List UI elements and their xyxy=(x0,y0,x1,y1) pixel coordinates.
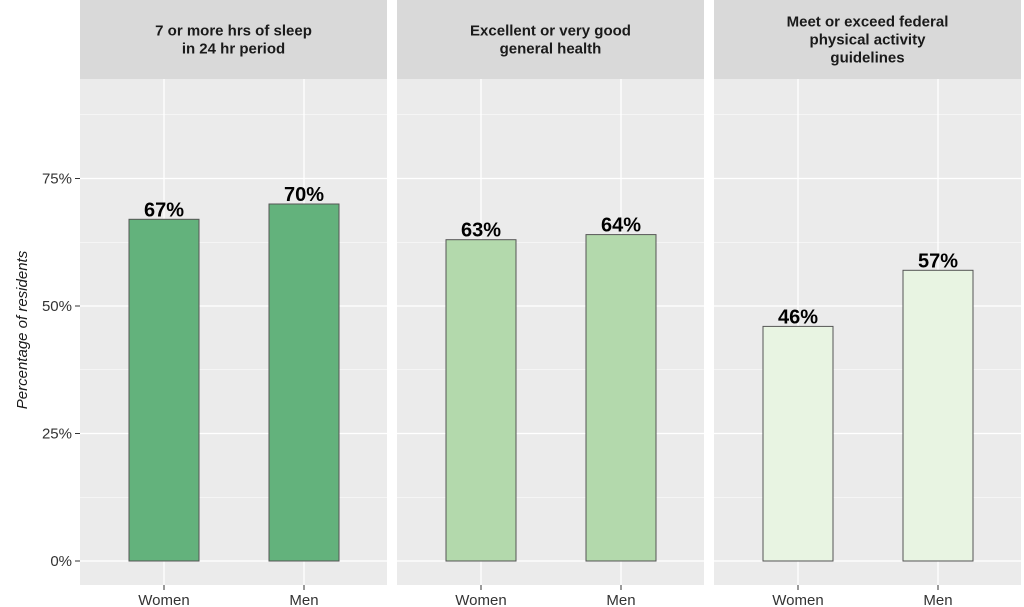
y-tick-label: 75% xyxy=(42,171,72,188)
facet-title-line: Meet or exceed federal xyxy=(787,14,949,31)
facet-title-line: physical activity xyxy=(810,32,927,49)
y-tick-label: 0% xyxy=(50,553,72,570)
bar-value-label: 46% xyxy=(778,306,818,328)
facet-title-line: guidelines xyxy=(830,50,904,67)
plot-background xyxy=(397,79,704,585)
facet-strip xyxy=(714,0,1021,79)
x-tick-label: Women xyxy=(455,592,506,607)
bar-value-label: 70% xyxy=(284,184,324,206)
y-tick-label: 25% xyxy=(42,426,72,443)
bar-value-label: 63% xyxy=(461,220,501,242)
y-axis-title: Percentage of residents xyxy=(14,250,31,409)
facet-title-line: Excellent or very good xyxy=(470,23,631,40)
bar-value-label: 67% xyxy=(144,199,184,221)
x-tick-label: Women xyxy=(772,592,823,607)
x-tick-label: Men xyxy=(606,592,635,607)
x-tick-label: Women xyxy=(138,592,189,607)
facet-title-line: general health xyxy=(500,41,602,58)
bar xyxy=(585,234,657,562)
bar xyxy=(762,325,834,562)
plot-background xyxy=(80,79,387,585)
facet-title-line: in 24 hr period xyxy=(182,41,285,58)
y-tick-label: 50% xyxy=(42,298,72,315)
bar-value-label: 57% xyxy=(918,250,958,272)
facet-title-line: 7 or more hrs of sleep xyxy=(155,23,312,40)
plot-background xyxy=(714,79,1021,585)
bar-value-label: 64% xyxy=(601,215,641,237)
facet-strip xyxy=(80,0,387,79)
facet-strip xyxy=(397,0,704,79)
bar xyxy=(902,269,974,562)
bar xyxy=(268,203,340,562)
bar xyxy=(445,239,517,562)
x-tick-label: Men xyxy=(289,592,318,607)
bar xyxy=(128,218,200,562)
y-axis: 0% 25% 50% 75% xyxy=(42,171,80,570)
x-tick-label: Men xyxy=(923,592,952,607)
